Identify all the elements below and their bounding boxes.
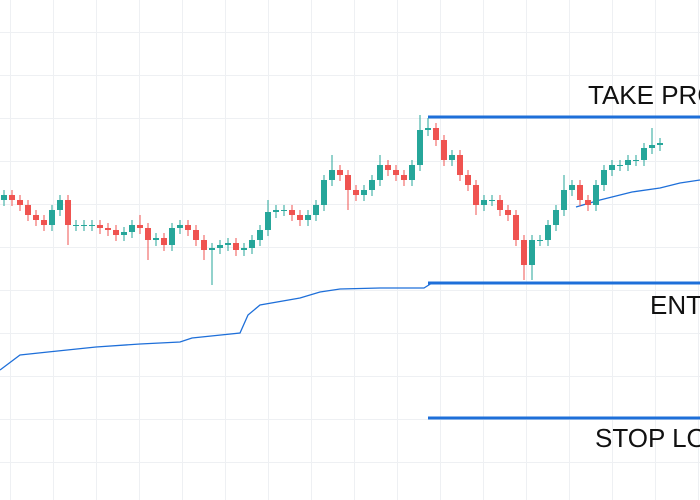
candle-body [633,160,639,161]
candle-body [641,148,647,160]
level-label: STOP LO [595,423,700,453]
candle-body [657,143,663,145]
candle-body [441,140,447,160]
candle-body [257,230,263,240]
candle-body [593,185,599,205]
candle-body [89,225,95,226]
candle-body [65,200,71,225]
candle-body [321,180,327,205]
candle-body [305,215,311,220]
level-label: ENT [650,290,700,320]
candle-body [153,238,159,240]
candle-body [265,212,271,230]
candle-body [465,175,471,185]
candle-body [457,155,463,175]
candle-body [577,185,583,200]
candle-body [193,230,199,240]
candle-body [361,190,367,195]
candle-body [433,128,439,140]
candle-body [537,240,543,241]
candle-body [241,248,247,250]
candle-body [585,200,591,205]
candle-body [233,243,239,250]
candle-body [561,190,567,210]
candle-body [489,200,495,201]
candle-body [337,170,343,175]
candle-body [625,160,631,165]
candle-body [169,228,175,245]
candle-body [473,185,479,205]
candle-body [209,248,215,250]
candle-body [289,210,295,215]
candle-body [609,165,615,170]
candle-body [313,205,319,215]
candle-body [273,210,279,212]
candle-body [385,165,391,170]
candle-body [329,170,335,180]
candle-body [417,130,423,165]
candle-body [521,240,527,265]
candle-body [9,195,15,200]
candle-body [513,215,519,240]
candle-body [137,225,143,228]
candle-body [297,215,303,220]
candle-body [49,210,55,225]
candle-body [393,170,399,175]
candle-body [601,170,607,185]
candle-body [497,200,503,210]
candle-body [545,225,551,240]
candle-body [505,210,511,215]
candle-body [281,210,287,211]
candle-body [129,225,135,232]
candle-body [401,175,407,180]
candle-body [17,200,23,205]
candle-body [57,200,63,210]
moving-average-line [0,179,700,371]
candle-body [105,228,111,230]
candle-body [617,165,623,166]
candle-body [529,240,535,265]
candle-body [649,145,655,148]
candle-body [481,200,487,205]
candle-body [25,205,31,215]
candle-body [377,165,383,180]
candle-body [249,240,255,248]
candle-body [113,230,119,235]
candle-body [161,238,167,245]
candle-body [185,225,191,230]
candle-body [121,232,127,235]
candle-body [369,180,375,190]
candle-body [409,165,415,180]
candle-body [225,243,231,245]
candle-body [353,190,359,195]
candle-body [345,175,351,190]
candle-body [569,185,575,190]
candle-body [201,240,207,250]
candle-body [425,128,431,130]
candle-body [1,195,7,200]
candle-body [33,215,39,220]
candle-body [217,245,223,248]
level-label: TAKE PRO [588,80,700,110]
candle-body [449,155,455,160]
candle-body [73,225,79,226]
candle-body [97,225,103,228]
candle-body [41,220,47,225]
candle-body [145,228,151,240]
candle-body [553,210,559,225]
candle-body [177,225,183,228]
candle-body [81,225,87,226]
